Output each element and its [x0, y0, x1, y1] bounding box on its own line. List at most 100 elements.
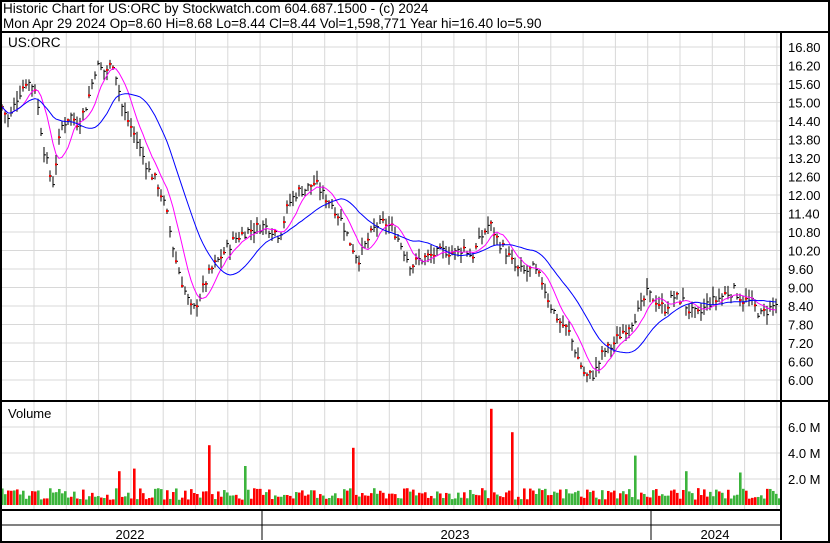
volume-bar	[130, 498, 133, 505]
volume-bar	[610, 492, 613, 505]
volume-bar	[469, 489, 472, 505]
price-tick-label: 13.20	[788, 151, 821, 166]
volume-bar	[37, 490, 40, 505]
down-tick	[655, 302, 657, 305]
down-tick	[463, 246, 465, 249]
volume-bar	[409, 491, 412, 505]
down-tick	[622, 330, 624, 333]
down-tick	[607, 343, 609, 346]
down-tick	[349, 243, 351, 246]
price-tick-label: 9.00	[788, 281, 813, 296]
price-tick-label: 12.60	[788, 170, 821, 185]
volume-bar	[634, 455, 637, 505]
volume-bar	[430, 495, 433, 505]
down-tick	[370, 228, 372, 231]
volume-bar	[349, 488, 352, 505]
volume-bar	[421, 493, 424, 505]
volume-bar	[142, 493, 145, 505]
volume-bar	[217, 491, 220, 505]
volume-bar	[16, 489, 19, 505]
down-tick	[310, 184, 312, 187]
down-tick	[286, 204, 288, 207]
down-tick	[412, 265, 414, 268]
price-tick-label: 9.60	[788, 262, 813, 277]
price-tick-label: 13.80	[788, 133, 821, 148]
volume-bar	[262, 494, 265, 505]
down-tick	[538, 271, 540, 274]
down-tick	[274, 230, 276, 233]
volume-bar	[82, 489, 85, 505]
volume-bar	[286, 494, 289, 505]
volume-bar	[28, 495, 31, 505]
volume-bar	[310, 490, 313, 505]
down-tick	[127, 120, 129, 123]
down-tick	[589, 370, 591, 373]
down-tick	[67, 119, 69, 122]
quote-line: Mon Apr 29 2024 Op=8.60 Hi=8.68 Lo=8.44 …	[3, 16, 542, 31]
volume-bar	[106, 494, 109, 505]
short-moving-average-line	[1, 67, 777, 372]
price-tick-label: 10.80	[788, 225, 821, 240]
volume-tick-label: 2.0 M	[788, 472, 821, 487]
volume-bar	[214, 499, 217, 505]
volume-bar	[580, 496, 583, 505]
volume-bar	[277, 496, 280, 505]
volume-bar	[460, 497, 463, 505]
volume-bar	[670, 490, 673, 505]
down-tick	[415, 257, 417, 260]
volume-bar	[751, 497, 754, 505]
down-tick	[82, 110, 84, 113]
down-tick	[724, 292, 726, 295]
volume-bar	[622, 491, 625, 505]
down-tick	[529, 266, 531, 269]
volume-bar	[400, 498, 403, 505]
volume-bar	[607, 490, 610, 505]
down-tick	[202, 283, 204, 286]
volume-bar	[364, 495, 367, 505]
volume-bar	[757, 496, 760, 505]
volume-bar	[508, 490, 511, 505]
volume-bar	[25, 498, 28, 505]
volume-bar	[664, 495, 667, 505]
down-tick	[493, 233, 495, 236]
down-tick	[556, 318, 558, 321]
down-tick	[484, 230, 486, 233]
volume-bar	[766, 488, 769, 505]
volume-bar	[61, 493, 64, 505]
volume-bar	[682, 489, 685, 505]
volume-bar	[559, 489, 562, 505]
down-tick	[256, 222, 258, 225]
volume-bar	[367, 495, 370, 505]
volume-bar	[151, 497, 154, 505]
volume-bar	[196, 493, 199, 505]
volume-bar	[49, 488, 52, 505]
volume-bar	[640, 492, 643, 505]
volume-bar	[274, 495, 277, 505]
volume-bar	[34, 491, 37, 505]
volume-bar	[376, 493, 379, 505]
volume-bar	[337, 498, 340, 505]
volume-bar	[4, 494, 7, 505]
volume-bar	[346, 490, 349, 505]
volume-bar	[403, 488, 406, 505]
volume-bar	[154, 488, 157, 505]
volume-bar	[280, 496, 283, 505]
volume-bar	[361, 493, 364, 505]
down-tick	[352, 250, 354, 253]
volume-bar	[235, 494, 238, 505]
volume-bar	[592, 490, 595, 505]
volume-bar	[247, 489, 250, 505]
volume-bar	[22, 490, 25, 505]
down-tick	[325, 200, 327, 203]
price-tick-label: 8.40	[788, 299, 813, 314]
price-tick-label: 11.40	[788, 207, 820, 222]
volume-tick-label: 4.0 M	[788, 446, 821, 461]
volume-bar	[616, 498, 619, 505]
volume-bar	[655, 489, 658, 505]
volume-bar	[334, 493, 337, 505]
down-tick	[55, 163, 57, 166]
down-tick	[190, 303, 192, 306]
volume-bar	[19, 494, 22, 505]
volume-bar	[1, 488, 4, 505]
volume-bar	[379, 490, 382, 505]
